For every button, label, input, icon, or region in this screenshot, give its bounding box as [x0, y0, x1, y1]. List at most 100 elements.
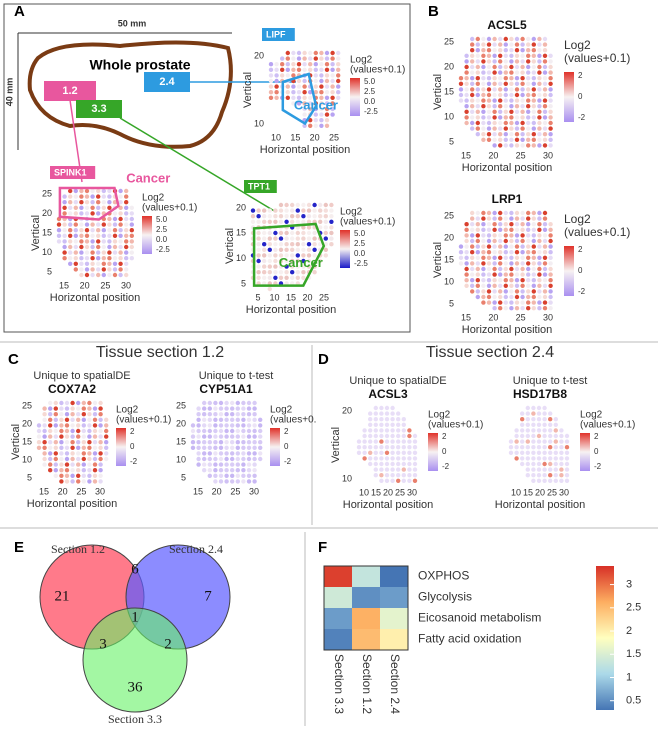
spot: [542, 98, 548, 103]
spot: [53, 473, 58, 478]
spot: [514, 120, 520, 126]
spot: [202, 428, 207, 434]
spot: [520, 411, 525, 416]
spot: [190, 423, 196, 428]
spot: [313, 56, 318, 61]
spot: [542, 450, 547, 455]
spot: [492, 266, 497, 272]
spot: [503, 81, 508, 87]
spot: [262, 247, 267, 252]
spot: [241, 462, 246, 467]
spot: [96, 205, 101, 210]
spot: [503, 250, 508, 255]
spot: [526, 306, 531, 311]
spot: [129, 216, 134, 222]
spot: [70, 456, 75, 462]
spot: [475, 283, 480, 288]
spot: [330, 50, 335, 56]
spot: [503, 272, 508, 277]
spot: [464, 76, 469, 81]
spot: [525, 450, 530, 455]
spot: [280, 56, 285, 61]
spot: [112, 256, 118, 261]
spot: [492, 81, 497, 87]
spot: [537, 70, 542, 75]
spot: [379, 428, 384, 433]
spot: [514, 450, 519, 455]
spot: [90, 239, 95, 244]
spot: [48, 406, 53, 411]
spot: [531, 53, 536, 58]
spot: [379, 405, 384, 411]
legend-title: Log2: [564, 38, 591, 52]
spot: [526, 81, 531, 87]
spot: [64, 400, 70, 406]
spot: [526, 59, 531, 64]
spot: [481, 216, 486, 221]
legend-tick-label: 2: [442, 432, 447, 441]
spot: [531, 76, 536, 81]
spot: [295, 219, 300, 224]
x-tick-label: 20: [58, 486, 68, 496]
spot: [520, 64, 525, 70]
spot: [503, 64, 508, 70]
spot: [329, 230, 334, 236]
spot: [514, 36, 520, 42]
spot: [98, 423, 103, 428]
spot: [470, 289, 475, 294]
x-tick-label: 10: [359, 487, 369, 497]
spot: [525, 405, 530, 411]
spot: [475, 132, 480, 137]
spot: [548, 64, 553, 70]
spot: [207, 473, 212, 478]
spot: [36, 434, 42, 439]
spot: [92, 400, 98, 406]
spot: [98, 440, 103, 445]
spot: [256, 258, 261, 264]
spot: [295, 214, 300, 219]
spot: [514, 210, 520, 216]
spot: [36, 440, 42, 445]
spot: [548, 473, 553, 478]
spot: [514, 87, 520, 92]
spot: [379, 439, 384, 444]
spot: [104, 445, 109, 450]
spot: [526, 109, 531, 115]
spot: [124, 256, 129, 261]
spot: [537, 81, 542, 87]
spot: [503, 87, 508, 92]
spot: [96, 194, 101, 199]
spot: [207, 406, 212, 411]
spot: [124, 216, 129, 222]
y-axis-label: Vertical: [432, 74, 444, 110]
spot: [36, 428, 42, 434]
spot: [553, 467, 558, 472]
spot: [124, 188, 129, 194]
spot: [536, 461, 542, 467]
plot-subtitle: Unique to spatialDE: [349, 375, 446, 387]
spot: [509, 261, 514, 266]
spot: [207, 445, 212, 450]
spot: [107, 250, 112, 255]
spot: [262, 270, 267, 275]
spot: [318, 208, 323, 213]
spot: [514, 283, 520, 288]
x-tick-label: 15: [290, 132, 300, 142]
y-axis-label: Vertical: [432, 242, 444, 278]
spot: [76, 468, 81, 473]
spot: [73, 256, 79, 261]
spot: [542, 48, 548, 53]
spot: [520, 143, 525, 148]
x-tick-label: 15: [193, 486, 203, 496]
spot: [235, 479, 240, 484]
spot: [306, 219, 312, 224]
spot: [118, 222, 123, 227]
spot: [536, 450, 542, 455]
spot: [379, 478, 384, 483]
spot: [313, 84, 318, 89]
spot: [498, 266, 503, 272]
spot: [101, 194, 107, 199]
y-tick-label: 5: [27, 472, 32, 482]
spot: [118, 228, 123, 233]
x-tick-label: 10: [271, 132, 281, 142]
